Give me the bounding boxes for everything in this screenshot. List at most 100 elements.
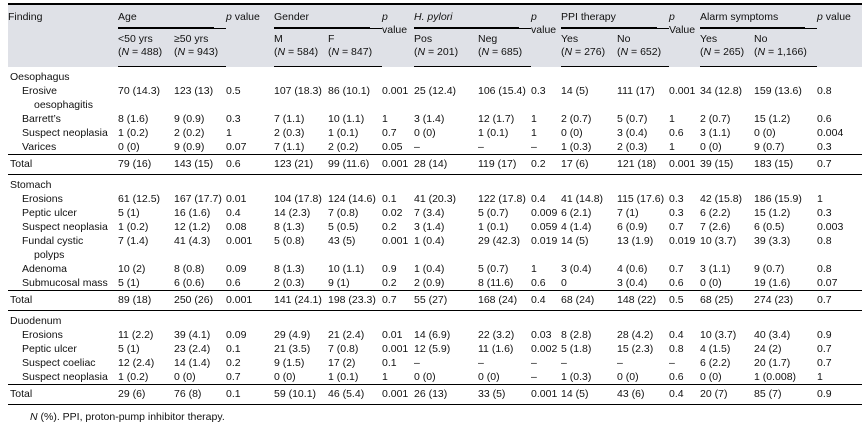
data-cell: 0.01: [226, 193, 247, 205]
data-cell: 111 (17): [617, 85, 655, 97]
section-row: Oesophagus: [8, 67, 862, 85]
data-cell: 5 (1.8): [561, 343, 592, 355]
data-cell: 2 (0.2): [328, 141, 359, 153]
data-cell: 0.08: [226, 221, 247, 233]
total-cell: 0.001: [226, 290, 274, 311]
data-cell: 3 (0.4): [561, 263, 592, 275]
data-cell: –: [617, 357, 623, 369]
data-cell: 122 (17.8): [478, 193, 526, 205]
total-cell: 55 (27): [414, 290, 478, 311]
data-cell: 11 (2.2): [118, 329, 154, 341]
data-cell: 0.1: [226, 343, 241, 355]
total-cell: 143 (15): [174, 154, 226, 175]
data-cell: 4 (0.6): [617, 263, 648, 275]
total-cell: 46 (5.4): [328, 384, 382, 405]
data-cell: 0.03: [531, 329, 552, 341]
data-cell: 3 (0.4): [617, 127, 648, 139]
data-cell: 7 (1.1): [274, 141, 305, 153]
data-cell: 16 (1.6): [174, 207, 211, 219]
data-cell: 23 (2.4): [174, 343, 211, 355]
data-cell: –: [414, 357, 420, 369]
total-label: Total: [8, 154, 118, 175]
data-cell: 0.3: [531, 85, 546, 97]
data-cell: 15 (1.2): [754, 113, 791, 125]
data-cell: 1 (0.1): [328, 371, 359, 383]
data-cell: 13 (1.9): [617, 235, 654, 247]
data-cell: 3 (1.4): [414, 221, 445, 233]
data-cell: 1: [531, 263, 537, 275]
data-cell: 10 (3.7): [700, 235, 737, 247]
data-cell: 41 (14.8): [561, 193, 604, 205]
data-cell: 6 (2.2): [700, 357, 731, 369]
data-cell: 0.059: [531, 221, 558, 233]
data-cell: 5 (0.8): [274, 235, 305, 247]
data-cell: 0.019: [531, 235, 558, 247]
data-cell: 107 (18.3): [274, 85, 322, 97]
total-row: Total 89 (18) 250 (26) 0.001 141 (24.1) 198 (…: [8, 290, 863, 311]
data-cell: 86 (10.1): [328, 85, 371, 97]
data-cell: 25 (12.4): [414, 85, 457, 97]
data-cell: 0.6: [817, 113, 832, 125]
data-cell: 43 (5): [328, 235, 356, 247]
table-row: Suspect neoplasia 1 (0.2) 2 (0.2) 1 2 (0.3) 1…: [8, 126, 862, 140]
finding-label: Suspect neoplasia: [22, 371, 108, 383]
data-cell: 0.3: [817, 207, 832, 219]
data-cell: 6 (0.6): [174, 277, 205, 289]
finding-label: Peptic ulcer: [22, 343, 77, 355]
data-cell: –: [531, 141, 537, 153]
data-cell: 0 (0): [700, 371, 722, 383]
data-cell: 1 (0.1): [478, 221, 509, 233]
data-cell: 8 (1.6): [118, 113, 149, 125]
table-row: Peptic ulcer 5 (1) 23 (2.4) 0.1 21 (3.5) 7 (0…: [8, 342, 862, 356]
data-cell: 7 (2.6): [700, 221, 731, 233]
total-cell: 0.001: [531, 384, 562, 405]
total-cell: 198 (23.3): [328, 290, 382, 311]
data-cell: 0.6: [669, 277, 684, 289]
table-row: Barrett’s 8 (1.6) 9 (0.9) 0.3 7 (1.1) 10 (1.1…: [8, 112, 862, 126]
col-group-h-pylori: H. pylori: [414, 3, 532, 29]
data-cell: 1 (0.4): [414, 235, 445, 247]
data-cell: 6 (2.1): [561, 207, 592, 219]
data-cell: 14 (1.4): [174, 357, 211, 369]
col-subheader-gender-m: M (N = 584): [274, 28, 328, 67]
data-cell: 1: [531, 113, 537, 125]
data-cell: 0 (0): [561, 127, 583, 139]
data-cell: 41 (4.3): [174, 235, 211, 247]
data-cell: 14 (5): [561, 85, 589, 97]
data-cell: 0.1: [382, 357, 397, 369]
col-subheader-gender-f: F (N = 847): [328, 28, 382, 67]
data-cell: –: [669, 357, 675, 369]
data-cell: 2 (0.3): [274, 127, 305, 139]
data-cell: –: [478, 141, 484, 153]
data-cell: 0.8: [817, 235, 832, 247]
data-cell: 5 (1): [118, 207, 140, 219]
data-cell: 0.02: [382, 207, 403, 219]
finding-label: Erosions: [22, 329, 63, 341]
data-cell: 12 (5.9): [414, 343, 451, 355]
data-cell: 5 (1): [118, 277, 140, 289]
data-cell: 0.9: [382, 263, 397, 275]
table-row: Erosive oesophagitis 70 (14.3) 123 (13) 0.5…: [8, 84, 862, 112]
total-cell: 17 (6): [561, 154, 618, 175]
data-cell: 0 (0): [617, 371, 639, 383]
total-cell: 89 (18): [118, 290, 174, 311]
data-cell: 2 (0.3): [274, 277, 305, 289]
data-cell: 0.01: [382, 329, 403, 341]
data-cell: 5 (0.7): [617, 113, 648, 125]
data-cell: 159 (13.6): [754, 85, 802, 97]
total-cell: 250 (26): [174, 290, 226, 311]
data-cell: 7 (1.4): [118, 235, 149, 247]
data-cell: 6 (0.9): [617, 221, 648, 233]
data-cell: 0.6: [531, 277, 546, 289]
data-cell: 39 (4.1): [174, 329, 211, 341]
data-cell: 5 (1): [118, 343, 140, 355]
finding-label: Varices: [22, 141, 57, 153]
data-cell: 1 (0.3): [561, 141, 592, 153]
col-header-p-h-pylori: p value: [531, 3, 562, 67]
data-cell: 0.004: [817, 127, 844, 139]
data-cell: 0.001: [382, 343, 409, 355]
data-cell: 1 (0.1): [478, 127, 509, 139]
data-cell: 8 (1.3): [274, 263, 305, 275]
total-cell: 99 (11.6): [328, 154, 382, 175]
data-cell: –: [531, 371, 537, 383]
